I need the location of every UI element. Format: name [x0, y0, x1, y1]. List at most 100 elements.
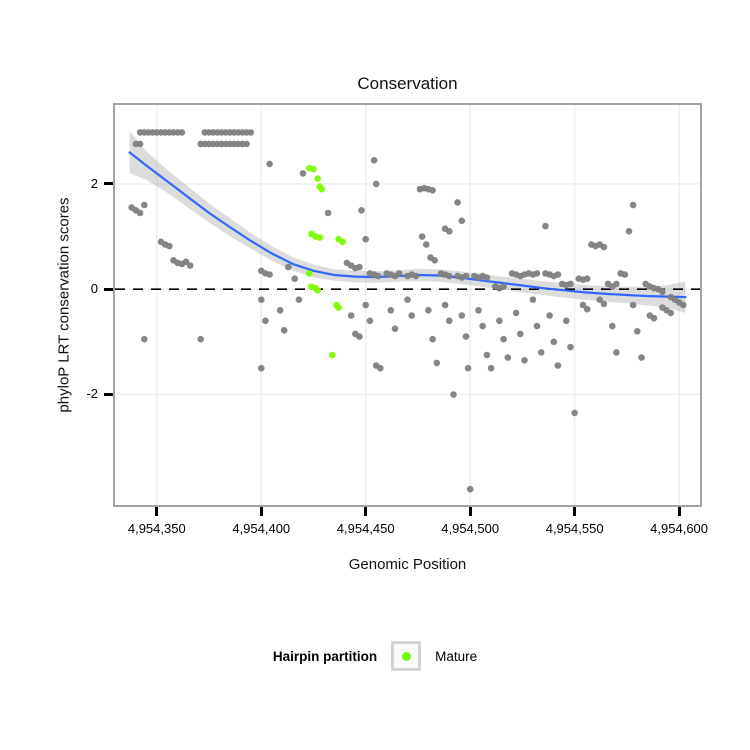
data-point-other	[425, 307, 432, 314]
data-point-other	[458, 217, 466, 225]
data-point-other	[583, 305, 591, 313]
data-point-other	[546, 312, 553, 319]
x-tick	[573, 507, 577, 516]
legend: Hairpin partition Mature	[0, 638, 750, 674]
plot-area	[115, 105, 700, 505]
data-point-other	[429, 187, 436, 194]
data-point-other	[621, 271, 629, 278]
data-point-other	[243, 140, 250, 148]
data-point-other	[356, 333, 363, 340]
legend-item-label-mature: Mature	[435, 648, 478, 664]
data-point-other	[372, 180, 380, 188]
legend-key-mature	[391, 641, 422, 671]
data-point-other	[479, 322, 487, 330]
x-tick-label: 4,954,350	[127, 521, 186, 536]
x-tick	[677, 507, 681, 516]
data-point-other	[613, 280, 620, 288]
data-point-other	[258, 364, 265, 372]
data-point-other	[280, 327, 288, 334]
confidence-band	[129, 131, 686, 313]
data-point-other	[299, 170, 307, 177]
data-point-other	[517, 330, 524, 338]
data-point-other	[596, 296, 603, 303]
data-point-Mature	[329, 351, 336, 359]
mature-dot-icon	[401, 651, 411, 661]
data-point-other	[446, 272, 453, 280]
data-point-other	[141, 335, 148, 343]
data-point-Mature	[306, 270, 313, 277]
data-point-other	[650, 314, 658, 322]
data-point-other	[458, 312, 466, 319]
y-tick-label: 2	[90, 175, 98, 191]
data-point-other	[446, 317, 453, 325]
data-point-other	[141, 201, 148, 209]
y-tick	[104, 392, 113, 396]
data-point-other	[462, 333, 470, 340]
y-tick-label: -2	[86, 386, 98, 402]
data-point-other	[629, 201, 637, 209]
x-tick-label: 4,954,550	[545, 521, 604, 536]
data-point-other	[276, 307, 284, 314]
data-point-other	[638, 354, 645, 361]
data-point-other	[462, 272, 470, 280]
data-point-other	[583, 275, 591, 282]
data-point-other	[295, 296, 303, 303]
data-point-other	[504, 354, 512, 361]
data-point-Mature	[339, 238, 346, 246]
plot-panel	[113, 103, 702, 507]
data-point-other	[450, 391, 457, 398]
data-point-other	[483, 274, 491, 281]
data-point-other	[667, 309, 675, 317]
data-point-other	[613, 349, 620, 356]
data-point-other	[629, 301, 637, 309]
data-point-other	[567, 280, 574, 288]
data-point-Mature	[316, 234, 324, 241]
data-point-other	[136, 209, 144, 217]
data-point-other	[356, 263, 363, 271]
data-point-other	[166, 242, 173, 250]
x-tick-label: 4,954,450	[336, 521, 395, 536]
data-point-other	[366, 317, 374, 325]
data-point-other	[266, 160, 273, 168]
data-point-other	[391, 325, 399, 332]
data-point-other	[563, 317, 570, 325]
data-point-other	[529, 296, 537, 303]
data-point-other	[550, 338, 558, 346]
y-tick-label: 0	[90, 281, 98, 297]
data-point-other	[609, 322, 616, 330]
x-tick	[468, 507, 472, 516]
data-point-other	[680, 301, 687, 309]
data-point-other	[408, 312, 416, 319]
data-point-other	[500, 283, 507, 290]
x-tick	[259, 507, 263, 516]
data-point-other	[441, 301, 449, 309]
data-point-other	[600, 243, 608, 251]
data-point-other	[533, 270, 541, 277]
data-point-other	[567, 343, 574, 351]
data-point-other	[412, 272, 420, 280]
data-point-other	[554, 362, 562, 369]
data-point-other	[324, 209, 332, 217]
data-point-Mature	[318, 185, 326, 193]
data-point-other	[446, 228, 453, 235]
x-tick	[155, 507, 159, 516]
data-point-Mature	[314, 287, 321, 294]
chart-title: Conservation	[357, 74, 458, 93]
data-point-other	[496, 317, 503, 325]
data-point-other	[659, 288, 666, 296]
x-tick-label: 4,954,400	[232, 521, 291, 536]
data-point-other	[512, 309, 520, 317]
data-point-other	[404, 296, 411, 303]
data-point-other	[487, 364, 495, 372]
data-point-Mature	[314, 175, 321, 182]
y-tick	[104, 287, 113, 291]
data-point-other	[464, 364, 472, 372]
data-point-Mature	[335, 304, 342, 311]
data-point-other	[375, 272, 382, 280]
data-point-other	[500, 335, 507, 343]
data-point-other	[377, 364, 384, 372]
data-point-other	[542, 222, 549, 230]
data-point-other	[600, 300, 608, 308]
data-point-other	[483, 351, 491, 359]
